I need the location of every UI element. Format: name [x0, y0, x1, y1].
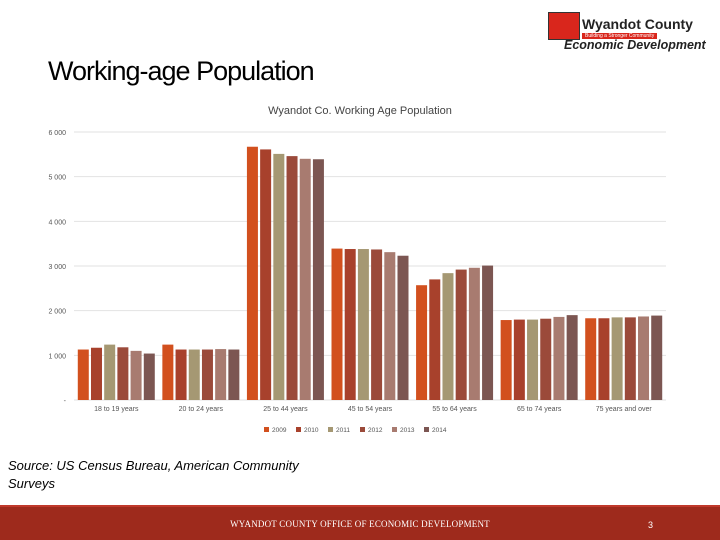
bar	[397, 255, 409, 400]
population-bar-chart: Wyandot Co. Working Age Population - 1 000…	[48, 105, 666, 434]
legend-label: 2009	[272, 427, 287, 434]
y-tick-label: 3 000	[48, 264, 66, 271]
bar	[585, 318, 597, 400]
footer-text: WYANDOT COUNTY OFFICE OF ECONOMIC DEVELO…	[230, 519, 490, 529]
x-tick-label: 25 to 44 years	[263, 406, 308, 413]
bar	[162, 344, 174, 400]
logo: Wyandot County Building a Stronger Commu…	[548, 8, 718, 56]
bar	[624, 317, 636, 400]
legend-swatch	[264, 427, 269, 432]
bar	[299, 158, 311, 400]
y-tick-label: -	[64, 398, 67, 405]
bar	[566, 315, 578, 400]
logo-tagline: Building a Stronger Community	[582, 33, 658, 39]
bar	[442, 273, 454, 400]
y-tick-label: 6 000	[48, 130, 66, 137]
bar	[598, 318, 610, 400]
legend-swatch	[296, 427, 301, 432]
bar	[273, 153, 285, 400]
x-tick-label: 65 to 74 years	[517, 406, 562, 413]
bar	[500, 320, 512, 400]
source-note: Source: US Census Bureau, American Commu…	[8, 458, 299, 491]
legend-swatch	[360, 427, 365, 432]
x-tick-label: 55 to 64 years	[432, 406, 477, 413]
y-tick-label: 1 000	[48, 353, 66, 360]
bar	[228, 349, 240, 400]
legend-label: 2013	[400, 427, 415, 434]
bar	[455, 269, 467, 400]
bar	[513, 319, 525, 400]
bar	[260, 149, 272, 400]
bar	[312, 159, 324, 400]
y-tick-label: 2 000	[48, 309, 66, 316]
x-tick-label: 18 to 19 years	[94, 406, 139, 413]
bar	[527, 319, 539, 400]
page-number: 3	[648, 520, 654, 530]
legend-label: 2014	[432, 427, 447, 434]
legend-label: 2011	[336, 427, 350, 434]
legend-swatch	[424, 427, 429, 432]
logo-subtitle: Economic Development	[564, 38, 706, 52]
legend-swatch	[328, 427, 333, 432]
bar	[246, 146, 258, 400]
bar	[651, 315, 663, 400]
bar	[117, 347, 129, 400]
chart-title: Wyandot Co. Working Age Population	[268, 105, 452, 117]
bar	[468, 267, 480, 400]
bar	[201, 349, 213, 400]
x-tick-label: 75 years and over	[596, 406, 653, 413]
bar	[143, 353, 155, 400]
bar	[188, 349, 200, 400]
bar	[77, 349, 89, 400]
bar	[553, 316, 565, 400]
footer-bar: WYANDOT COUNTY OFFICE OF ECONOMIC DEVELO…	[0, 505, 720, 540]
bar	[638, 316, 650, 400]
bar	[371, 249, 383, 400]
legend-swatch	[392, 427, 397, 432]
bar	[429, 279, 441, 400]
slide-title: Working-age Population	[48, 56, 315, 86]
bar	[104, 344, 116, 400]
x-tick-label: 45 to 54 years	[348, 406, 393, 413]
bar	[331, 248, 343, 400]
bar	[344, 249, 356, 400]
y-tick-label: 4 000	[48, 219, 66, 226]
county-map-icon	[548, 12, 580, 40]
bar	[90, 347, 102, 400]
bar	[215, 349, 227, 400]
bar	[175, 349, 187, 400]
logo-name: Wyandot County	[582, 16, 693, 32]
bar	[611, 317, 623, 400]
bar	[416, 285, 428, 400]
y-tick-label: 5 000	[48, 175, 66, 182]
x-tick-label: 20 to 24 years	[179, 406, 224, 413]
bar	[540, 318, 552, 400]
bar	[357, 249, 369, 400]
bar	[384, 252, 396, 400]
legend-label: 2012	[368, 427, 383, 434]
bar	[482, 265, 494, 400]
legend-label: 2010	[304, 427, 319, 434]
bar	[286, 156, 298, 400]
bar	[130, 350, 142, 400]
